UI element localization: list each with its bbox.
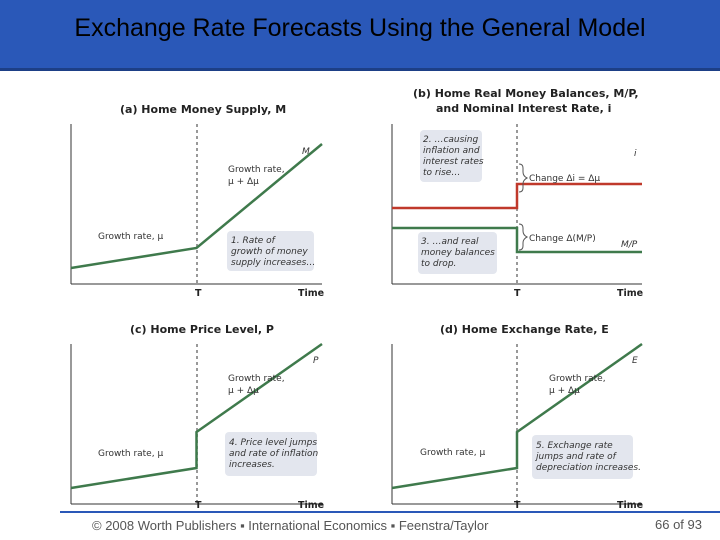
panel-c-note: 4. Price level jumps and rate of inflati… — [229, 438, 321, 470]
panel-c-title: (c) Home Price Level, P — [130, 323, 274, 336]
panel-d-event-label: T — [514, 500, 521, 510]
panel-c-x-label: Time — [298, 500, 324, 510]
panel-a-series-M — [70, 143, 323, 270]
panel-c-note-box — [225, 432, 317, 476]
panel-b-note-box-3 — [418, 232, 497, 274]
panel-a: (a) Home Money Supply, M T Time M Growth… — [70, 103, 324, 299]
panel-d-growth-label-2: Growth rate, μ + Δμ — [549, 374, 608, 396]
panel-b-note-2: 2. …causing inflation and interest rates… — [423, 135, 486, 178]
panel-d-growth-label: Growth rate, μ — [420, 448, 485, 458]
panel-b-note-box-2 — [420, 130, 482, 182]
panel-d-series-E — [391, 342, 643, 490]
panel-d-title: (d) Home Exchange Rate, E — [440, 323, 609, 336]
panel-b-series-MP — [392, 226, 642, 254]
panel-b-change-mp: Change Δ(M/P) — [529, 234, 596, 244]
panel-b-series-i — [392, 182, 642, 210]
panel-c-series-P — [70, 342, 323, 490]
panel-b-brace-i — [518, 163, 529, 193]
panel-a-note-box — [227, 231, 314, 271]
panel-d-note-box — [532, 435, 633, 479]
panel-a-event-label: T — [195, 288, 202, 299]
panel-b-title: (b) Home Real Money Balances, M/P, and N… — [413, 87, 642, 115]
panel-a-growth-label: Growth rate, μ — [98, 232, 163, 242]
panel-b-brace-mp — [518, 223, 529, 251]
panel-b-x-label: Time — [617, 288, 643, 299]
panel-c-growth-label-2: Growth rate, μ + Δμ — [228, 374, 287, 396]
panel-d: (d) Home Exchange Rate, E T Time E Growt… — [391, 323, 643, 510]
figure: (a) Home Money Supply, M T Time M Growth… — [70, 87, 643, 510]
panel-b-event-label: T — [514, 288, 521, 299]
panel-a-note: 1. Rate of growth of money supply increa… — [231, 236, 315, 268]
panel-a-x-label: Time — [298, 288, 324, 299]
panel-a-title: (a) Home Money Supply, M — [120, 103, 286, 116]
slide-title: Exchange Rate Forecasts Using the Genera… — [74, 14, 646, 42]
panel-d-x-label: Time — [617, 500, 643, 510]
panel-a-growth-label-2: Growth rate, μ + Δμ — [228, 165, 287, 187]
panel-d-series-label: E — [632, 356, 638, 366]
panel-c-series-label: P — [313, 356, 319, 366]
panel-b-series-i-label: i — [634, 149, 637, 159]
panel-c-growth-label: Growth rate, μ — [98, 449, 163, 459]
panel-b-change-i: Change Δi = Δμ — [529, 174, 600, 184]
title-bar — [0, 0, 720, 68]
panel-c-event-label: T — [195, 500, 202, 510]
page-number: 66 of 93 — [655, 517, 702, 532]
footer-credit: © 2008 Worth Publishers ▪ International … — [92, 518, 489, 533]
panel-d-note: 5. Exchange rate jumps and rate of depre… — [534, 441, 641, 473]
panel-a-series-label: M — [302, 147, 310, 157]
panel-b-series-MP-label: M/P — [621, 240, 638, 250]
panel-b: (b) Home Real Money Balances, M/P, and N… — [391, 87, 643, 299]
footer-divider — [60, 511, 720, 513]
panel-c: (c) Home Price Level, P T Time P Growth … — [70, 323, 324, 510]
panel-b-note-3: 3. …and real money balances to drop. — [421, 237, 498, 269]
